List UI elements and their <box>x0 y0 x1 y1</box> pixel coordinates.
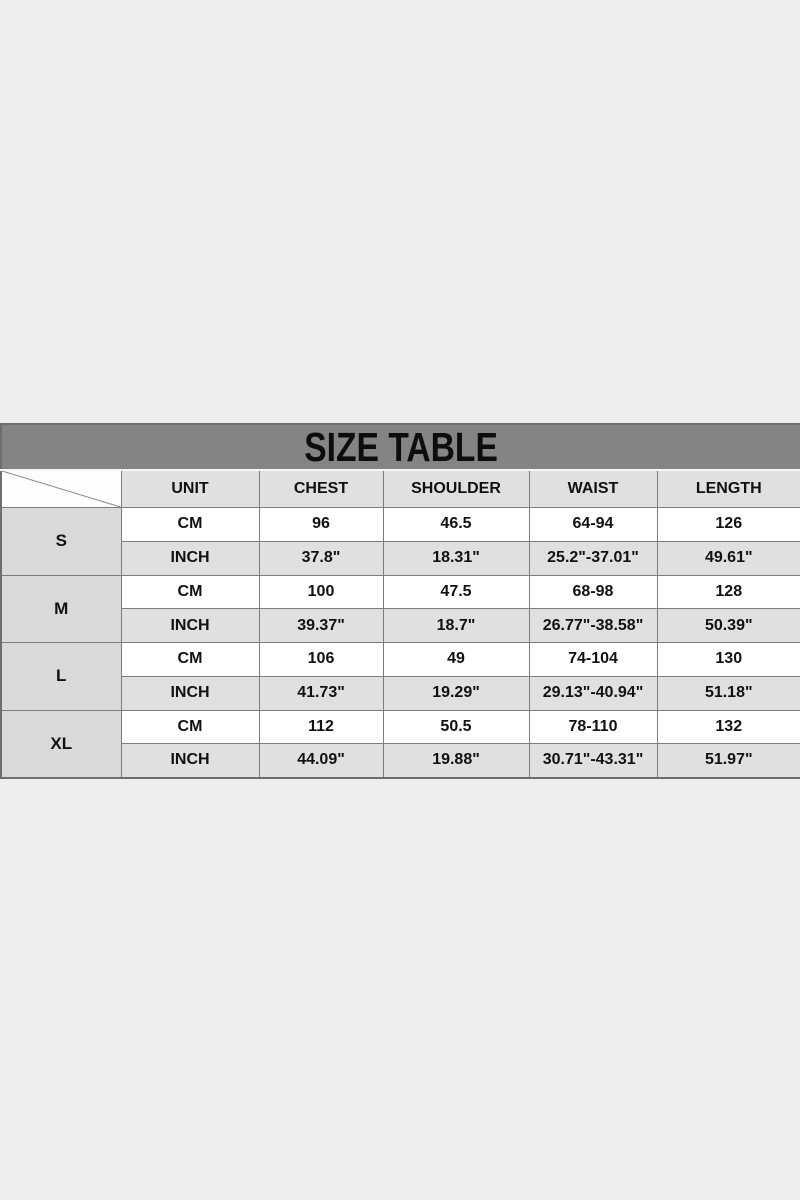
cell-m-inch-shoulder: 18.7" <box>382 608 530 643</box>
column-header-waist: WAIST <box>528 469 658 508</box>
table-row-l-cm: L CM 106 49 74-104 130 <box>0 642 800 711</box>
size-label-xl: XL <box>0 709 122 778</box>
table-row-l-inch: INCH 41.73" 19.29" 29.13"-40.94" 51.18" <box>1 675 800 711</box>
size-table-title: SIZE TABLE <box>304 424 498 470</box>
unit-cell-inch: INCH <box>120 608 260 643</box>
column-header-row: UNIT CHEST SHOULDER WAIST LENGTH <box>0 469 800 508</box>
cell-s-cm-shoulder: 46.5 <box>382 507 530 542</box>
table-row-s-cm: S CM 96 46.5 64-94 126 <box>0 507 800 576</box>
cell-l-inch-shoulder: 19.29" <box>382 675 530 711</box>
unit-cell-cm: CM <box>120 642 260 677</box>
cell-m-cm-length: 128 <box>656 574 800 610</box>
size-label-m: M <box>0 574 122 643</box>
cell-s-inch-shoulder: 18.31" <box>382 540 530 576</box>
cell-s-inch-length: 49.61" <box>656 540 800 576</box>
column-header-length: LENGTH <box>656 469 800 508</box>
cell-xl-cm-shoulder: 50.5 <box>382 709 530 745</box>
cell-xl-inch-length: 51.97" <box>656 743 800 778</box>
cell-s-inch-waist: 25.2"-37.01" <box>528 540 658 576</box>
size-label-l: L <box>0 642 122 711</box>
table-row-m-inch: INCH 39.37" 18.7" 26.77"-38.58" 50.39" <box>1 608 800 643</box>
cell-xl-cm-chest: 112 <box>258 709 384 745</box>
cell-m-inch-waist: 26.77"-38.58" <box>528 608 658 643</box>
unit-cell-inch: INCH <box>120 540 260 576</box>
cell-m-inch-length: 50.39" <box>656 608 800 643</box>
cell-xl-cm-waist: 78-110 <box>528 709 658 745</box>
unit-cell-inch: INCH <box>120 743 260 778</box>
cell-xl-inch-chest: 44.09" <box>258 743 384 778</box>
table-row-xl-inch: INCH 44.09" 19.88" 30.71"-43.31" 51.97" <box>1 743 800 778</box>
column-header-unit: UNIT <box>120 469 260 508</box>
table-row-s-inch: INCH 37.8" 18.31" 25.2"-37.01" 49.61" <box>1 540 800 576</box>
cell-s-cm-waist: 64-94 <box>528 507 658 542</box>
diagonal-slash-line <box>2 471 121 507</box>
column-header-chest: CHEST <box>258 469 384 508</box>
cell-m-cm-chest: 100 <box>258 574 384 610</box>
unit-cell-cm: CM <box>120 574 260 610</box>
size-table-title-cell: SIZE TABLE <box>0 423 800 471</box>
size-label-s: S <box>0 507 122 576</box>
table-row-m-cm: M CM 100 47.5 68-98 128 <box>0 574 800 643</box>
diagonal-corner-cell <box>0 469 122 508</box>
cell-l-cm-shoulder: 49 <box>382 642 530 677</box>
cell-l-inch-waist: 29.13"-40.94" <box>528 675 658 711</box>
cell-l-cm-chest: 106 <box>258 642 384 677</box>
cell-l-cm-length: 130 <box>656 642 800 677</box>
cell-xl-cm-length: 132 <box>656 709 800 745</box>
column-header-shoulder: SHOULDER <box>382 469 530 508</box>
cell-l-inch-length: 51.18" <box>656 675 800 711</box>
size-table-container: SIZE TABLE UNIT CHEST SHOULDER WAIST LEN… <box>0 423 800 779</box>
cell-s-inch-chest: 37.8" <box>258 540 384 576</box>
cell-m-inch-chest: 39.37" <box>258 608 384 643</box>
cell-xl-inch-shoulder: 19.88" <box>382 743 530 778</box>
cell-m-cm-shoulder: 47.5 <box>382 574 530 610</box>
unit-cell-cm: CM <box>120 709 260 745</box>
cell-xl-inch-waist: 30.71"-43.31" <box>528 743 658 778</box>
cell-l-cm-waist: 74-104 <box>528 642 658 677</box>
table-row-xl-cm: XL CM 112 50.5 78-110 132 <box>0 709 800 778</box>
cell-s-cm-chest: 96 <box>258 507 384 542</box>
size-table-title-row: SIZE TABLE <box>0 423 800 471</box>
cell-s-cm-length: 126 <box>656 507 800 542</box>
unit-cell-inch: INCH <box>120 675 260 711</box>
size-table: SIZE TABLE UNIT CHEST SHOULDER WAIST LEN… <box>0 423 800 779</box>
cell-l-inch-chest: 41.73" <box>258 675 384 711</box>
cell-m-cm-waist: 68-98 <box>528 574 658 610</box>
unit-cell-cm: CM <box>120 507 260 542</box>
